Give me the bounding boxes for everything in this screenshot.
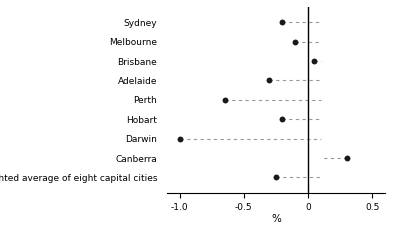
Point: [176, 137, 183, 141]
Point: [266, 79, 273, 82]
Point: [222, 98, 228, 102]
Point: [292, 40, 299, 44]
Point: [311, 59, 318, 63]
Point: [273, 176, 279, 179]
X-axis label: %: %: [271, 215, 281, 225]
Point: [279, 20, 285, 24]
Point: [343, 156, 350, 160]
Point: [279, 117, 285, 121]
